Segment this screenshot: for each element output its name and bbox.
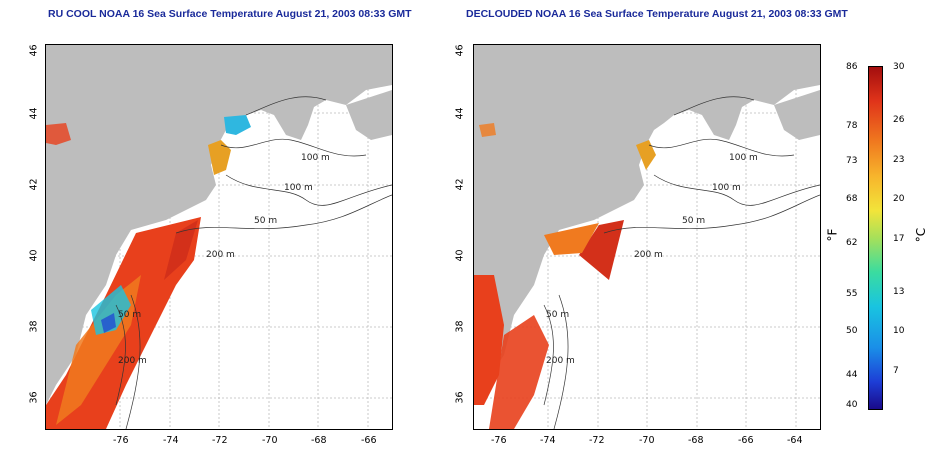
y-tick: 42 (28, 178, 40, 191)
x-tick: -64 (787, 435, 803, 446)
bathymetry-contours (543, 96, 820, 429)
x-tick: -74 (540, 435, 556, 446)
sst-decloud-gom (636, 140, 656, 170)
contour-label-200m-a: 200 m (634, 250, 663, 260)
f-tick: 44 (846, 370, 858, 380)
y-tick: 40 (454, 249, 466, 262)
sst-decloud-shelf (489, 315, 549, 429)
c-tick: 30 (893, 62, 905, 72)
x-tick: -66 (738, 435, 754, 446)
contour-label-50m-a: 50 m (682, 216, 705, 226)
y-tick: 36 (28, 391, 40, 404)
sst-decloud-coast (474, 275, 504, 405)
f-tick: 86 (846, 62, 858, 72)
contour-label-100m-a: 100 m (729, 153, 758, 163)
x-tick: -72 (589, 435, 605, 446)
c-tick: 7 (893, 366, 899, 376)
x-tick: -74 (163, 435, 179, 446)
sst-gom-cyan (224, 115, 251, 135)
fahrenheit-unit-label: °F (825, 228, 840, 242)
contour-label-50m-a: 50 m (254, 216, 277, 226)
y-tick: 42 (454, 178, 466, 191)
right-map-panel: 100 m 100 m 50 m 200 m 50 m 200 m (473, 44, 821, 430)
f-tick: 68 (846, 194, 858, 204)
temperature-colorbar (868, 66, 883, 410)
land-mass (46, 45, 392, 405)
sst-blue-patch (101, 313, 116, 333)
f-tick: 78 (846, 121, 858, 131)
right-map-svg: 100 m 100 m 50 m 200 m 50 m 200 m (474, 45, 820, 429)
land-mass-east (346, 90, 392, 140)
bathymetry-contours (115, 96, 392, 429)
contour-label-100m-b: 100 m (284, 183, 313, 193)
celsius-unit-label: °C (914, 227, 929, 243)
x-tick: -68 (688, 435, 704, 446)
y-tick: 40 (28, 249, 40, 262)
x-tick: -66 (361, 435, 377, 446)
contour-label-200m-b: 200 m (546, 356, 575, 366)
x-tick: -76 (113, 435, 129, 446)
contour-label-50m-b: 50 m (546, 310, 569, 320)
c-tick: 17 (893, 234, 905, 244)
y-tick: 46 (28, 44, 40, 57)
c-tick: 10 (893, 326, 905, 336)
contour-label-50m-b: 50 m (118, 310, 141, 320)
sst-gom-patch (208, 140, 231, 175)
left-map-svg: 100 m 100 m 50 m 200 m 50 m 200 m (46, 45, 392, 429)
f-tick: 62 (846, 238, 858, 248)
c-tick: 26 (893, 115, 905, 125)
y-tick: 38 (28, 320, 40, 333)
right-map-title: DECLOUDED NOAA 16 Sea Surface Temperatur… (466, 8, 848, 20)
land-mass (474, 45, 820, 405)
land-mass-east (774, 90, 820, 140)
sst-decloud-diamond (579, 220, 624, 280)
c-tick: 23 (893, 155, 905, 165)
y-tick: 36 (454, 391, 466, 404)
contour-label-200m-b: 200 m (118, 356, 147, 366)
x-tick: -68 (311, 435, 327, 446)
y-tick: 38 (454, 320, 466, 333)
c-tick: 13 (893, 287, 905, 297)
c-tick: 20 (893, 194, 905, 204)
contour-label-100m-b: 100 m (712, 183, 741, 193)
y-tick: 46 (454, 44, 466, 57)
sst-diamond (164, 220, 198, 280)
x-tick: -70 (639, 435, 655, 446)
f-tick: 55 (846, 289, 858, 299)
y-tick: 44 (28, 107, 40, 120)
sst-left-edge (46, 123, 71, 145)
x-tick: -70 (262, 435, 278, 446)
f-tick: 40 (846, 400, 858, 410)
x-tick: -72 (212, 435, 228, 446)
x-tick: -76 (491, 435, 507, 446)
f-tick: 73 (846, 156, 858, 166)
f-tick: 50 (846, 326, 858, 336)
y-tick: 44 (454, 107, 466, 120)
left-map-panel: 100 m 100 m 50 m 200 m 50 m 200 m (45, 44, 393, 430)
sst-cold-patch (91, 285, 131, 335)
sst-decloud-left (479, 123, 496, 137)
contour-label-200m-a: 200 m (206, 250, 235, 260)
left-map-title: RU COOL NOAA 16 Sea Surface Temperature … (48, 8, 412, 20)
contour-label-100m-a: 100 m (301, 153, 330, 163)
sst-decloud-band (544, 223, 599, 255)
